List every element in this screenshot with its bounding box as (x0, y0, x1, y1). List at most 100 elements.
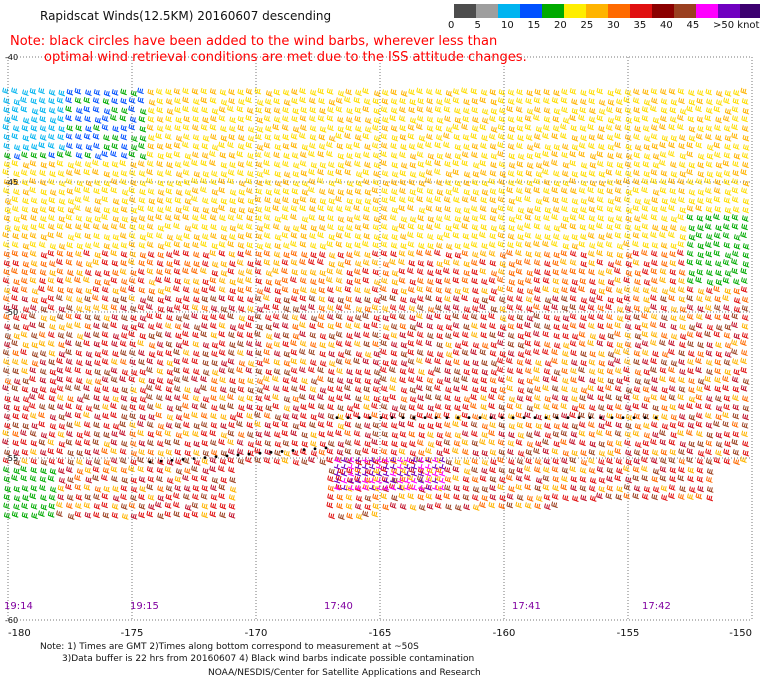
wind-barb (4, 198, 12, 205)
wind-barb (444, 367, 452, 375)
wind-barb (659, 141, 666, 149)
wind-barb-strong (382, 470, 390, 477)
wind-barb (328, 395, 335, 403)
wind-barb (697, 170, 705, 178)
wind-barb (120, 349, 127, 357)
wind-barb (533, 366, 540, 374)
wind-barb (146, 312, 153, 320)
wind-barb (444, 160, 451, 168)
wind-barb (570, 475, 578, 483)
wind-barb (562, 215, 570, 223)
wind-barb (668, 366, 675, 374)
wind-barb (706, 269, 713, 277)
wind-barb (472, 504, 480, 511)
wind-barb (11, 241, 19, 248)
wind-barb (138, 476, 146, 483)
wind-barb (165, 98, 173, 105)
wind-barb (139, 297, 147, 304)
wind-barb (669, 422, 677, 429)
wind-barb (579, 476, 587, 483)
wind-barb (371, 510, 379, 518)
wind-barb (578, 430, 586, 437)
wind-barb (715, 269, 722, 277)
wind-barb (283, 450, 291, 457)
wind-barb (390, 376, 397, 384)
wind-barb (697, 341, 704, 349)
wind-barb (686, 429, 693, 436)
wind-barb (282, 187, 290, 195)
wind-barb (372, 502, 380, 510)
wind-barb (571, 449, 579, 457)
wind-barb (373, 170, 380, 178)
wind-barb (380, 106, 388, 113)
wind-barb (282, 160, 289, 168)
wind-barb (499, 350, 507, 358)
wind-barb (317, 87, 325, 95)
wind-barb (254, 295, 262, 302)
wind-barb (444, 394, 451, 402)
wind-barb (128, 285, 135, 293)
wind-barb (40, 260, 48, 268)
wind-barb (507, 440, 515, 447)
wind-barb (607, 144, 615, 151)
wind-barb (624, 323, 632, 330)
wind-barb (733, 243, 741, 250)
wind-barb (192, 214, 199, 222)
wind-barb (83, 411, 90, 419)
wind-barb (29, 177, 36, 185)
wind-barb (624, 107, 632, 114)
wind-barb (425, 492, 433, 500)
wind-barb (182, 303, 190, 311)
wind-barb (193, 251, 200, 259)
wind-barb (481, 134, 488, 142)
wind-barb (634, 423, 642, 430)
wind-barb (218, 349, 226, 356)
wind-barb (327, 214, 334, 222)
wind-barb (436, 189, 444, 196)
wind-barb (453, 196, 460, 204)
wind-barb (371, 286, 379, 293)
wind-barb (526, 144, 534, 151)
wind-barb (263, 115, 271, 122)
wind-barb (704, 330, 711, 338)
wind-barb (742, 251, 750, 259)
wind-barb (425, 393, 432, 401)
wind-barb (679, 225, 687, 232)
wind-barb (625, 116, 633, 124)
wind-barb (345, 88, 352, 96)
wind-barb (454, 116, 462, 124)
wind-barb (697, 251, 705, 259)
wind-barb (57, 431, 65, 438)
wind-barb (344, 429, 351, 437)
wind-barb (670, 431, 678, 439)
wind-barb (597, 385, 604, 393)
wind-barb (668, 457, 676, 464)
wind-barb (652, 350, 659, 358)
wind-barb (130, 323, 138, 331)
wind-barb (479, 267, 487, 275)
wind-barb (247, 314, 255, 322)
wind-barb (209, 150, 216, 158)
wind-barb (633, 116, 641, 123)
wind-barb (308, 456, 315, 464)
wind-barb (155, 331, 163, 338)
wind-barb (731, 196, 739, 203)
wind-barb (174, 97, 181, 105)
wind-barb (623, 492, 631, 500)
wind-barb (614, 357, 621, 365)
wind-barb (481, 189, 489, 196)
wind-barb (308, 303, 315, 311)
contamination-dot (401, 416, 405, 419)
wind-barb (282, 196, 289, 204)
wind-barb (193, 459, 201, 466)
wind-barb (155, 322, 163, 329)
wind-barb (40, 233, 48, 241)
wind-barb (229, 197, 236, 205)
wind-barb (416, 87, 423, 95)
wind-barb (615, 367, 622, 375)
wind-barb (688, 224, 696, 232)
wind-barb (452, 159, 460, 167)
wind-barb (111, 512, 119, 519)
wind-barb (121, 332, 128, 340)
wind-barb (148, 288, 156, 295)
